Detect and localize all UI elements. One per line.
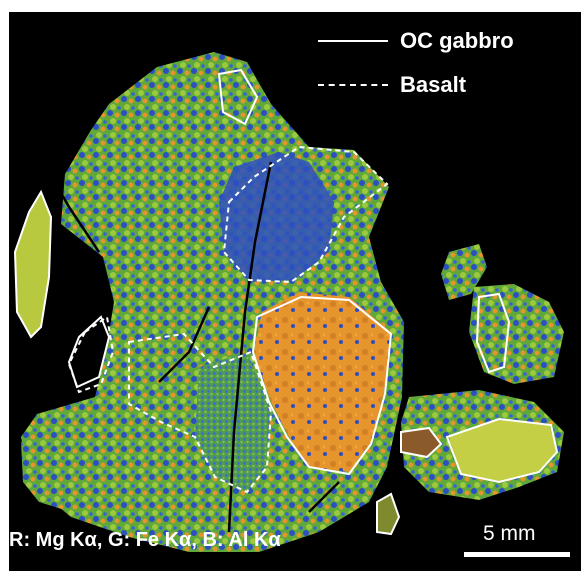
elemental-map-image bbox=[13, 52, 564, 552]
basalt-outlines bbox=[67, 145, 389, 494]
legend-basalt-label: Basalt bbox=[400, 72, 467, 97]
legend-oc-gabbro-label: OC gabbro bbox=[400, 28, 514, 53]
legend-solid-line bbox=[318, 40, 388, 42]
brown-clast bbox=[401, 428, 441, 457]
lower-left-fragment bbox=[21, 442, 81, 512]
yellow-green-clast bbox=[449, 420, 557, 482]
left-fragment bbox=[15, 192, 51, 337]
scale-bar-label: 5 mm bbox=[483, 522, 536, 545]
al-rich-region bbox=[219, 152, 334, 282]
fracture-lines bbox=[47, 161, 340, 533]
legend-dashed-line bbox=[318, 84, 388, 86]
orange-gabbro-clast bbox=[254, 292, 391, 472]
right-middle-fragment bbox=[469, 284, 564, 384]
oc-gabbro-outlines bbox=[13, 68, 559, 536]
elemental-map-frame: OC gabbro Basalt bbox=[9, 12, 581, 571]
scale-bar bbox=[464, 552, 570, 557]
right-upper-fragment bbox=[441, 244, 487, 300]
channel-caption: R: Mg Kα, G: Fe Kα, B: Al Kα bbox=[9, 529, 281, 551]
fine-grained-area bbox=[195, 352, 271, 492]
